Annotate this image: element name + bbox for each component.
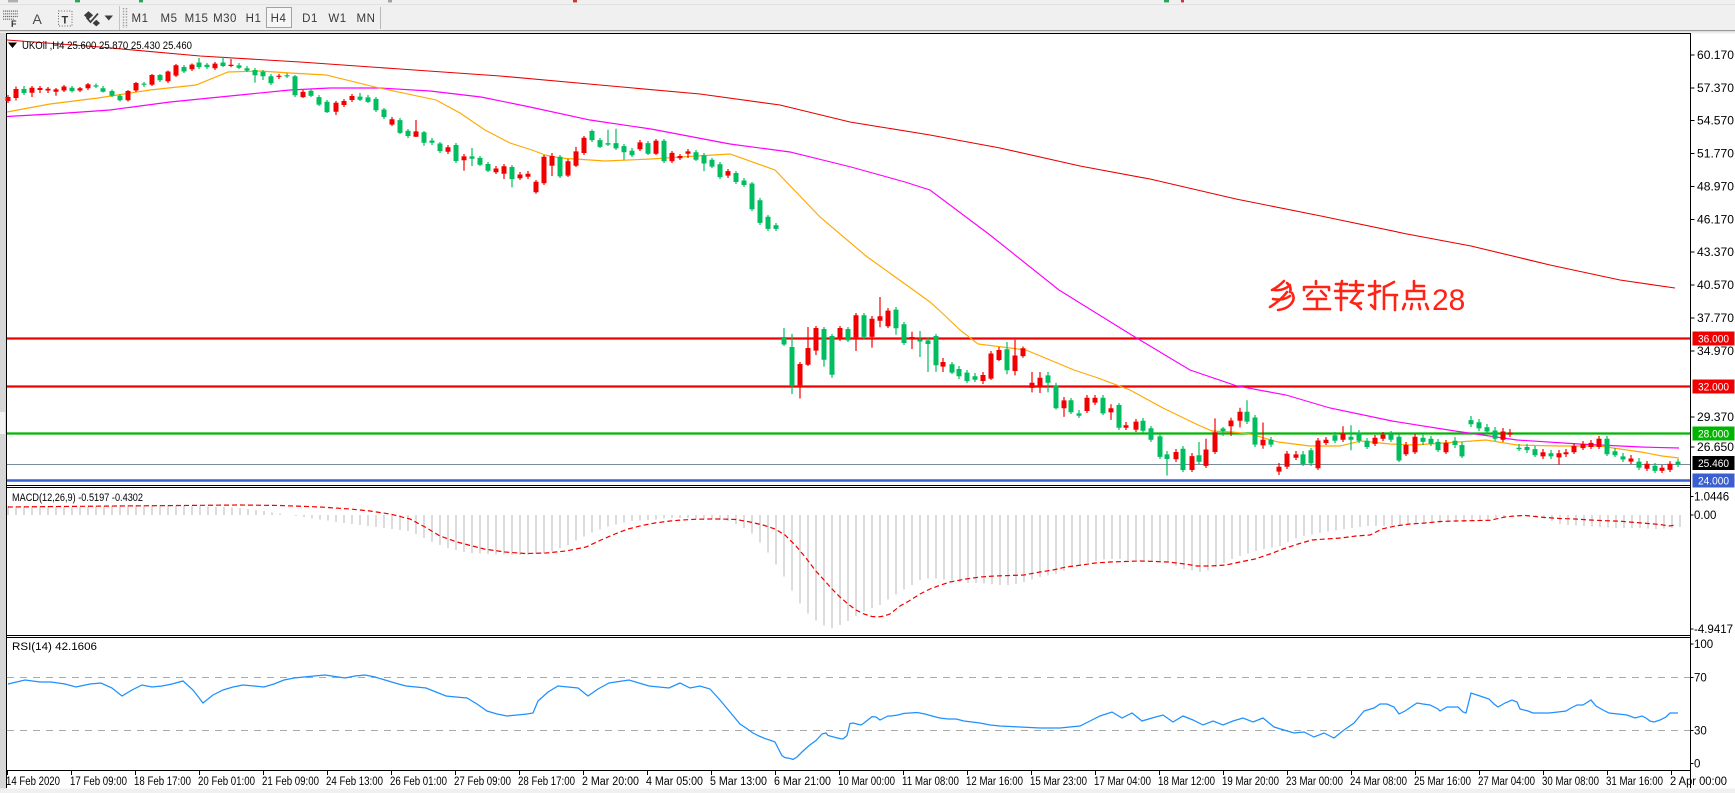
svg-text:2 Apr 00:00: 2 Apr 00:00 bbox=[1670, 776, 1727, 788]
svg-text:23 Mar 00:00: 23 Mar 00:00 bbox=[1286, 776, 1343, 788]
svg-text:10 Mar 00:00: 10 Mar 00:00 bbox=[838, 776, 895, 788]
svg-text:28 Feb 17:00: 28 Feb 17:00 bbox=[518, 776, 575, 788]
svg-text:26.650: 26.650 bbox=[1697, 442, 1734, 454]
svg-text:5 Mar 13:00: 5 Mar 13:00 bbox=[710, 776, 767, 788]
svg-text:21 Feb 09:00: 21 Feb 09:00 bbox=[262, 776, 319, 788]
svg-text:M15: M15 bbox=[185, 13, 209, 25]
svg-text:57.370: 57.370 bbox=[1697, 83, 1734, 95]
svg-text:24.000: 24.000 bbox=[1698, 476, 1729, 488]
svg-text:29.370: 29.370 bbox=[1697, 412, 1734, 424]
svg-text:27 Feb 09:00: 27 Feb 09:00 bbox=[454, 776, 511, 788]
svg-text:31 Mar 16:00: 31 Mar 16:00 bbox=[1606, 776, 1663, 788]
svg-text:100: 100 bbox=[1694, 639, 1713, 651]
svg-text:54.570: 54.570 bbox=[1697, 116, 1734, 128]
svg-text:24 Feb 13:00: 24 Feb 13:00 bbox=[326, 776, 383, 788]
svg-text:M30: M30 bbox=[213, 13, 237, 25]
svg-text:32.000: 32.000 bbox=[1698, 382, 1729, 394]
svg-text:T: T bbox=[62, 15, 69, 27]
svg-text:A: A bbox=[33, 11, 43, 27]
svg-text:MACD(12,26,9) -0.5197 -0.4302: MACD(12,26,9) -0.5197 -0.4302 bbox=[12, 492, 143, 504]
svg-text:20 Feb 01:00: 20 Feb 01:00 bbox=[198, 776, 255, 788]
svg-text:40.570: 40.570 bbox=[1697, 280, 1734, 292]
svg-text:30: 30 bbox=[1694, 726, 1707, 738]
svg-text:H1: H1 bbox=[246, 13, 262, 25]
svg-text:70: 70 bbox=[1694, 673, 1707, 685]
svg-text:2 Mar 20:00: 2 Mar 20:00 bbox=[582, 776, 639, 788]
svg-text:14 Feb 2020: 14 Feb 2020 bbox=[6, 776, 60, 788]
svg-text:6 Mar 21:00: 6 Mar 21:00 bbox=[774, 776, 831, 788]
svg-text:F: F bbox=[11, 19, 17, 29]
svg-text:19 Mar 20:00: 19 Mar 20:00 bbox=[1222, 776, 1279, 788]
svg-text:W1: W1 bbox=[328, 13, 346, 25]
svg-text:M1: M1 bbox=[132, 13, 149, 25]
svg-text:60.170: 60.170 bbox=[1697, 50, 1734, 62]
svg-text:25.460: 25.460 bbox=[1698, 458, 1729, 470]
svg-text:1.0446: 1.0446 bbox=[1694, 492, 1729, 504]
svg-text:24 Mar 08:00: 24 Mar 08:00 bbox=[1350, 776, 1407, 788]
svg-text:18 Feb 17:00: 18 Feb 17:00 bbox=[134, 776, 191, 788]
svg-text:MN: MN bbox=[357, 13, 376, 25]
svg-text:48.970: 48.970 bbox=[1697, 182, 1734, 194]
svg-text:25 Mar 16:00: 25 Mar 16:00 bbox=[1414, 776, 1471, 788]
svg-text:46.170: 46.170 bbox=[1697, 215, 1734, 227]
svg-text:26 Feb 01:00: 26 Feb 01:00 bbox=[390, 776, 447, 788]
svg-text:12 Mar 16:00: 12 Mar 16:00 bbox=[966, 776, 1023, 788]
svg-text:UKOil ,H4 25.600 25.870 25.43: UKOil ,H4 25.600 25.870 25.430 25.460 bbox=[22, 40, 192, 52]
svg-text:51.770: 51.770 bbox=[1697, 149, 1734, 161]
svg-text:-4.9417: -4.9417 bbox=[1694, 624, 1733, 636]
svg-text:M5: M5 bbox=[161, 13, 178, 25]
svg-text:18 Mar 12:00: 18 Mar 12:00 bbox=[1158, 776, 1215, 788]
svg-text:43.370: 43.370 bbox=[1697, 247, 1734, 259]
svg-text:36.000: 36.000 bbox=[1698, 334, 1729, 346]
svg-text:27 Mar 04:00: 27 Mar 04:00 bbox=[1478, 776, 1535, 788]
svg-text:37.770: 37.770 bbox=[1697, 313, 1734, 325]
svg-text:30 Mar 08:00: 30 Mar 08:00 bbox=[1542, 776, 1599, 788]
svg-text:4 Mar 05:00: 4 Mar 05:00 bbox=[646, 776, 703, 788]
svg-text:28: 28 bbox=[1432, 284, 1465, 317]
svg-text:0.00: 0.00 bbox=[1694, 510, 1716, 522]
svg-text:34.970: 34.970 bbox=[1697, 346, 1734, 358]
svg-text:RSI(14) 42.1606: RSI(14) 42.1606 bbox=[12, 641, 97, 653]
svg-text:28.000: 28.000 bbox=[1698, 429, 1729, 441]
svg-text:17 Feb 09:00: 17 Feb 09:00 bbox=[70, 776, 127, 788]
svg-text:11 Mar 08:00: 11 Mar 08:00 bbox=[902, 776, 959, 788]
svg-text:15 Mar 23:00: 15 Mar 23:00 bbox=[1030, 776, 1087, 788]
svg-text:D1: D1 bbox=[302, 13, 318, 25]
svg-text:17 Mar 04:00: 17 Mar 04:00 bbox=[1094, 776, 1151, 788]
svg-text:H4: H4 bbox=[271, 13, 287, 25]
svg-text:0: 0 bbox=[1694, 759, 1700, 771]
